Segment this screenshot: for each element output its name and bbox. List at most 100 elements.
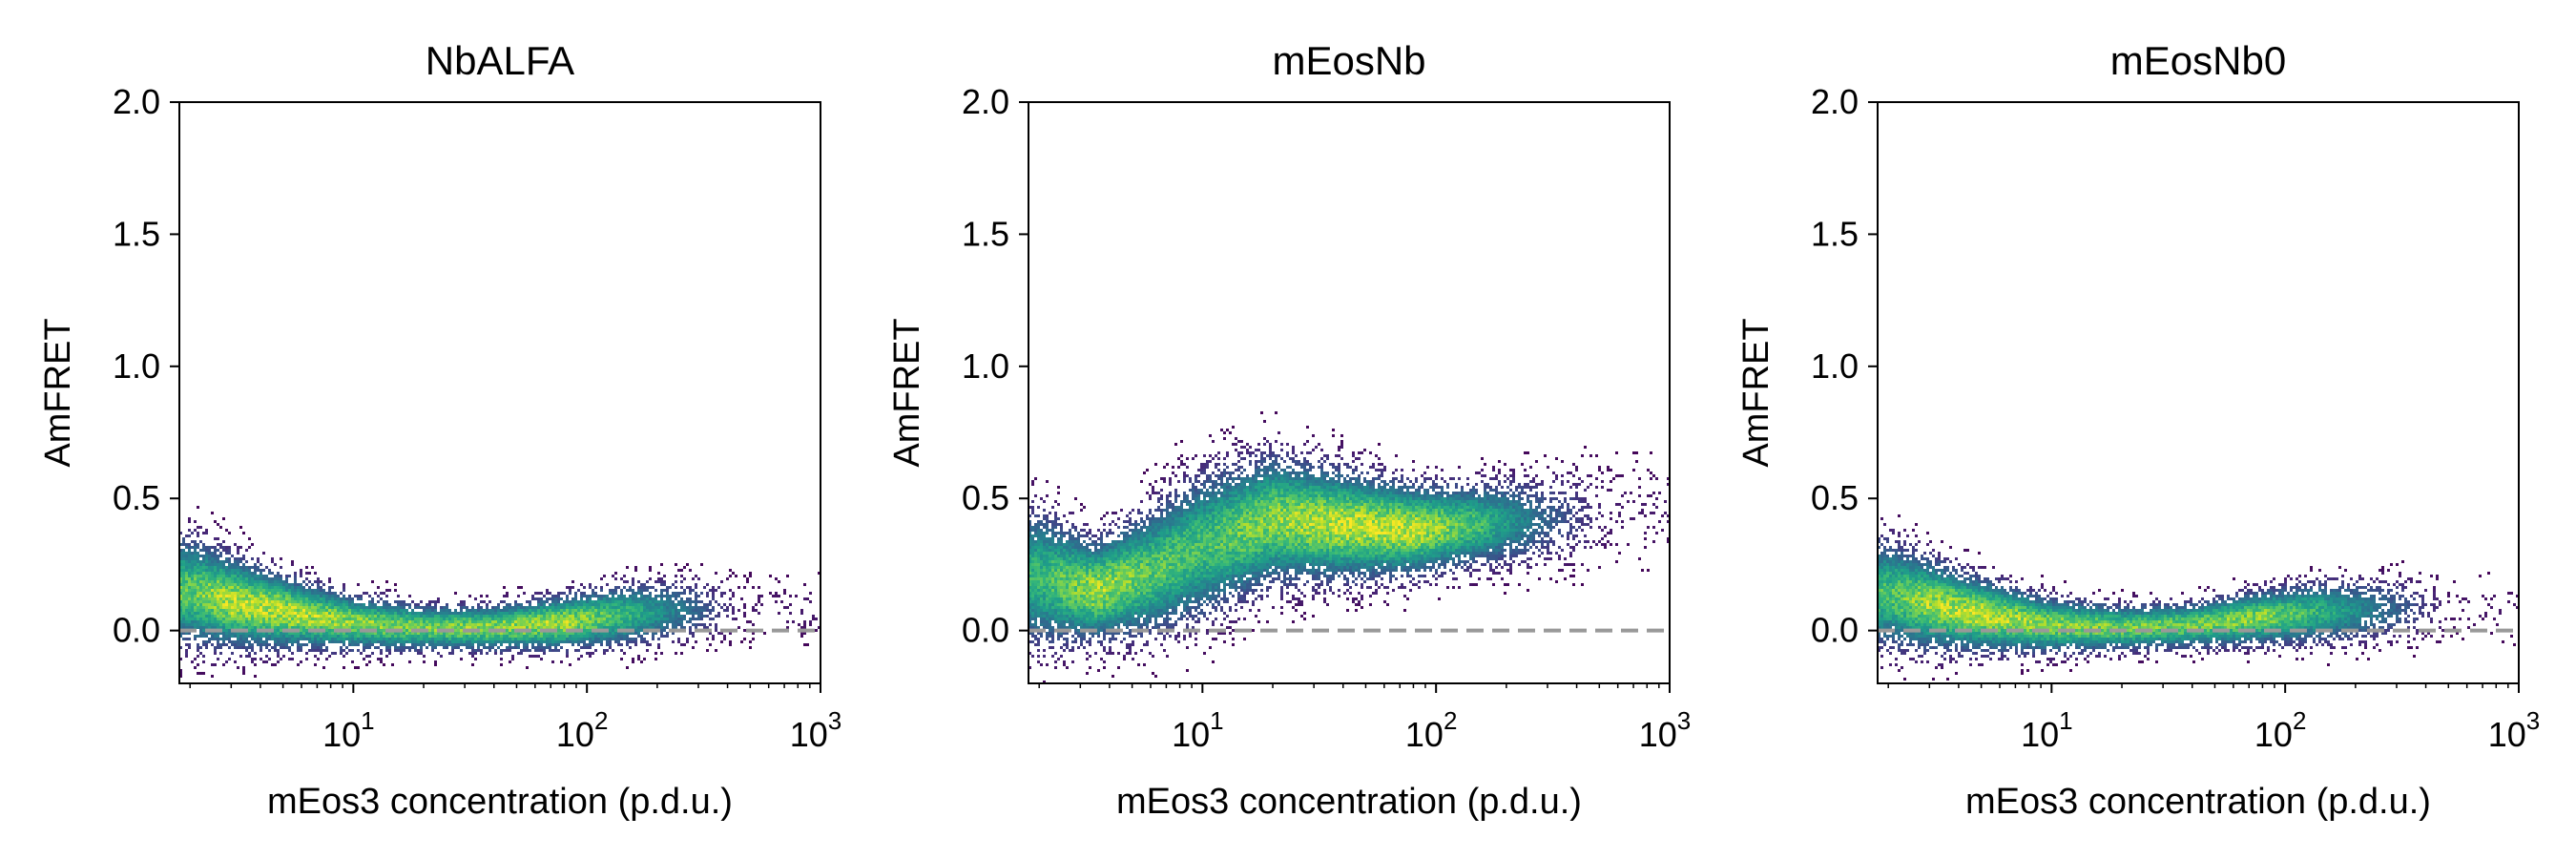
density-cell [1051,612,1054,615]
density-cell [322,597,325,600]
density-cell [1040,529,1043,532]
density-cell [1071,523,1074,526]
density-cell [357,638,360,640]
density-cell [1069,560,1071,563]
density-cell [265,655,268,658]
density-cell [219,618,222,620]
density-cell [368,646,371,649]
density-cell [571,612,574,615]
density-cell [374,635,377,638]
density-cell [277,629,280,632]
density-cell [520,626,523,629]
density-cell [1043,509,1046,512]
density-cell [197,597,199,600]
density-cell [571,615,574,618]
density-cell [185,543,188,546]
density-cell [205,592,208,595]
density-cell [560,618,563,620]
density-cell [640,589,643,592]
density-cell [308,597,311,600]
density-cell [239,572,242,575]
density-cell [217,549,219,552]
density-cell [680,586,683,589]
density-cell [317,646,320,649]
density-cell [311,646,314,649]
density-cell [354,620,357,623]
density-cell [417,615,420,618]
density-cell [506,646,509,649]
density-cell [606,595,609,597]
density-cell [654,620,657,623]
density-cell [182,555,185,557]
density-cell [197,532,199,534]
density-cell [540,606,543,609]
density-cell [589,620,592,623]
density-cell [331,640,334,643]
density-cell [251,635,254,638]
density-cell [569,635,571,638]
y-tick-label: 1.0 [113,346,160,386]
density-cell [400,603,403,606]
density-cell [1074,569,1077,572]
density-cell [1071,603,1074,606]
density-cell [242,620,245,623]
density-cell [511,655,514,658]
density-cell [245,638,248,640]
density-cell [677,615,680,618]
density-cell [483,615,486,618]
density-cell [1034,626,1037,629]
density-cell [222,592,225,595]
density-cell [783,606,786,609]
density-cell [620,597,623,600]
density-cell [1034,586,1037,589]
density-cell [248,629,251,632]
density-cell [228,549,231,552]
density-cell [1060,534,1063,537]
density-cell [1077,646,1080,649]
density-cell [606,618,609,620]
density-cell [191,532,194,534]
density-cell [511,632,514,635]
density-cell [282,589,285,592]
density-cell [242,615,245,618]
density-cell [417,635,420,638]
density-cell [589,595,592,597]
density-cell [511,609,514,612]
density-cell [1051,640,1054,643]
density-cell [1080,589,1083,592]
density-cell [383,612,385,615]
density-cell [334,623,337,626]
density-cell [609,632,612,635]
density-cell [1043,589,1046,592]
density-cell [434,600,437,603]
density-cell [569,618,571,620]
density-cell [214,623,217,626]
density-cell [571,606,574,609]
density-cell [497,612,500,615]
density-cell [680,592,683,595]
density-cell [291,618,294,620]
density-cell [294,618,297,620]
density-cell [434,632,437,635]
density-cell [262,609,265,612]
density-cell [194,572,197,575]
density-cell [194,583,197,586]
density-cell [1063,620,1066,623]
density-cell [334,592,337,595]
density-cell [1031,618,1034,620]
density-cell [531,655,534,658]
density-cell [488,643,491,646]
density-cell [311,640,314,643]
density-cell [1040,592,1043,595]
density-cell [1049,632,1051,635]
density-cell [706,583,709,586]
density-cell [217,572,219,575]
density-cell [385,646,388,649]
density-cell [411,626,414,629]
density-cell [609,603,612,606]
density-cell [1049,577,1051,580]
density-cell [1037,552,1040,555]
density-cell [571,640,574,643]
density-cell [660,595,663,597]
density-cell [411,620,414,623]
